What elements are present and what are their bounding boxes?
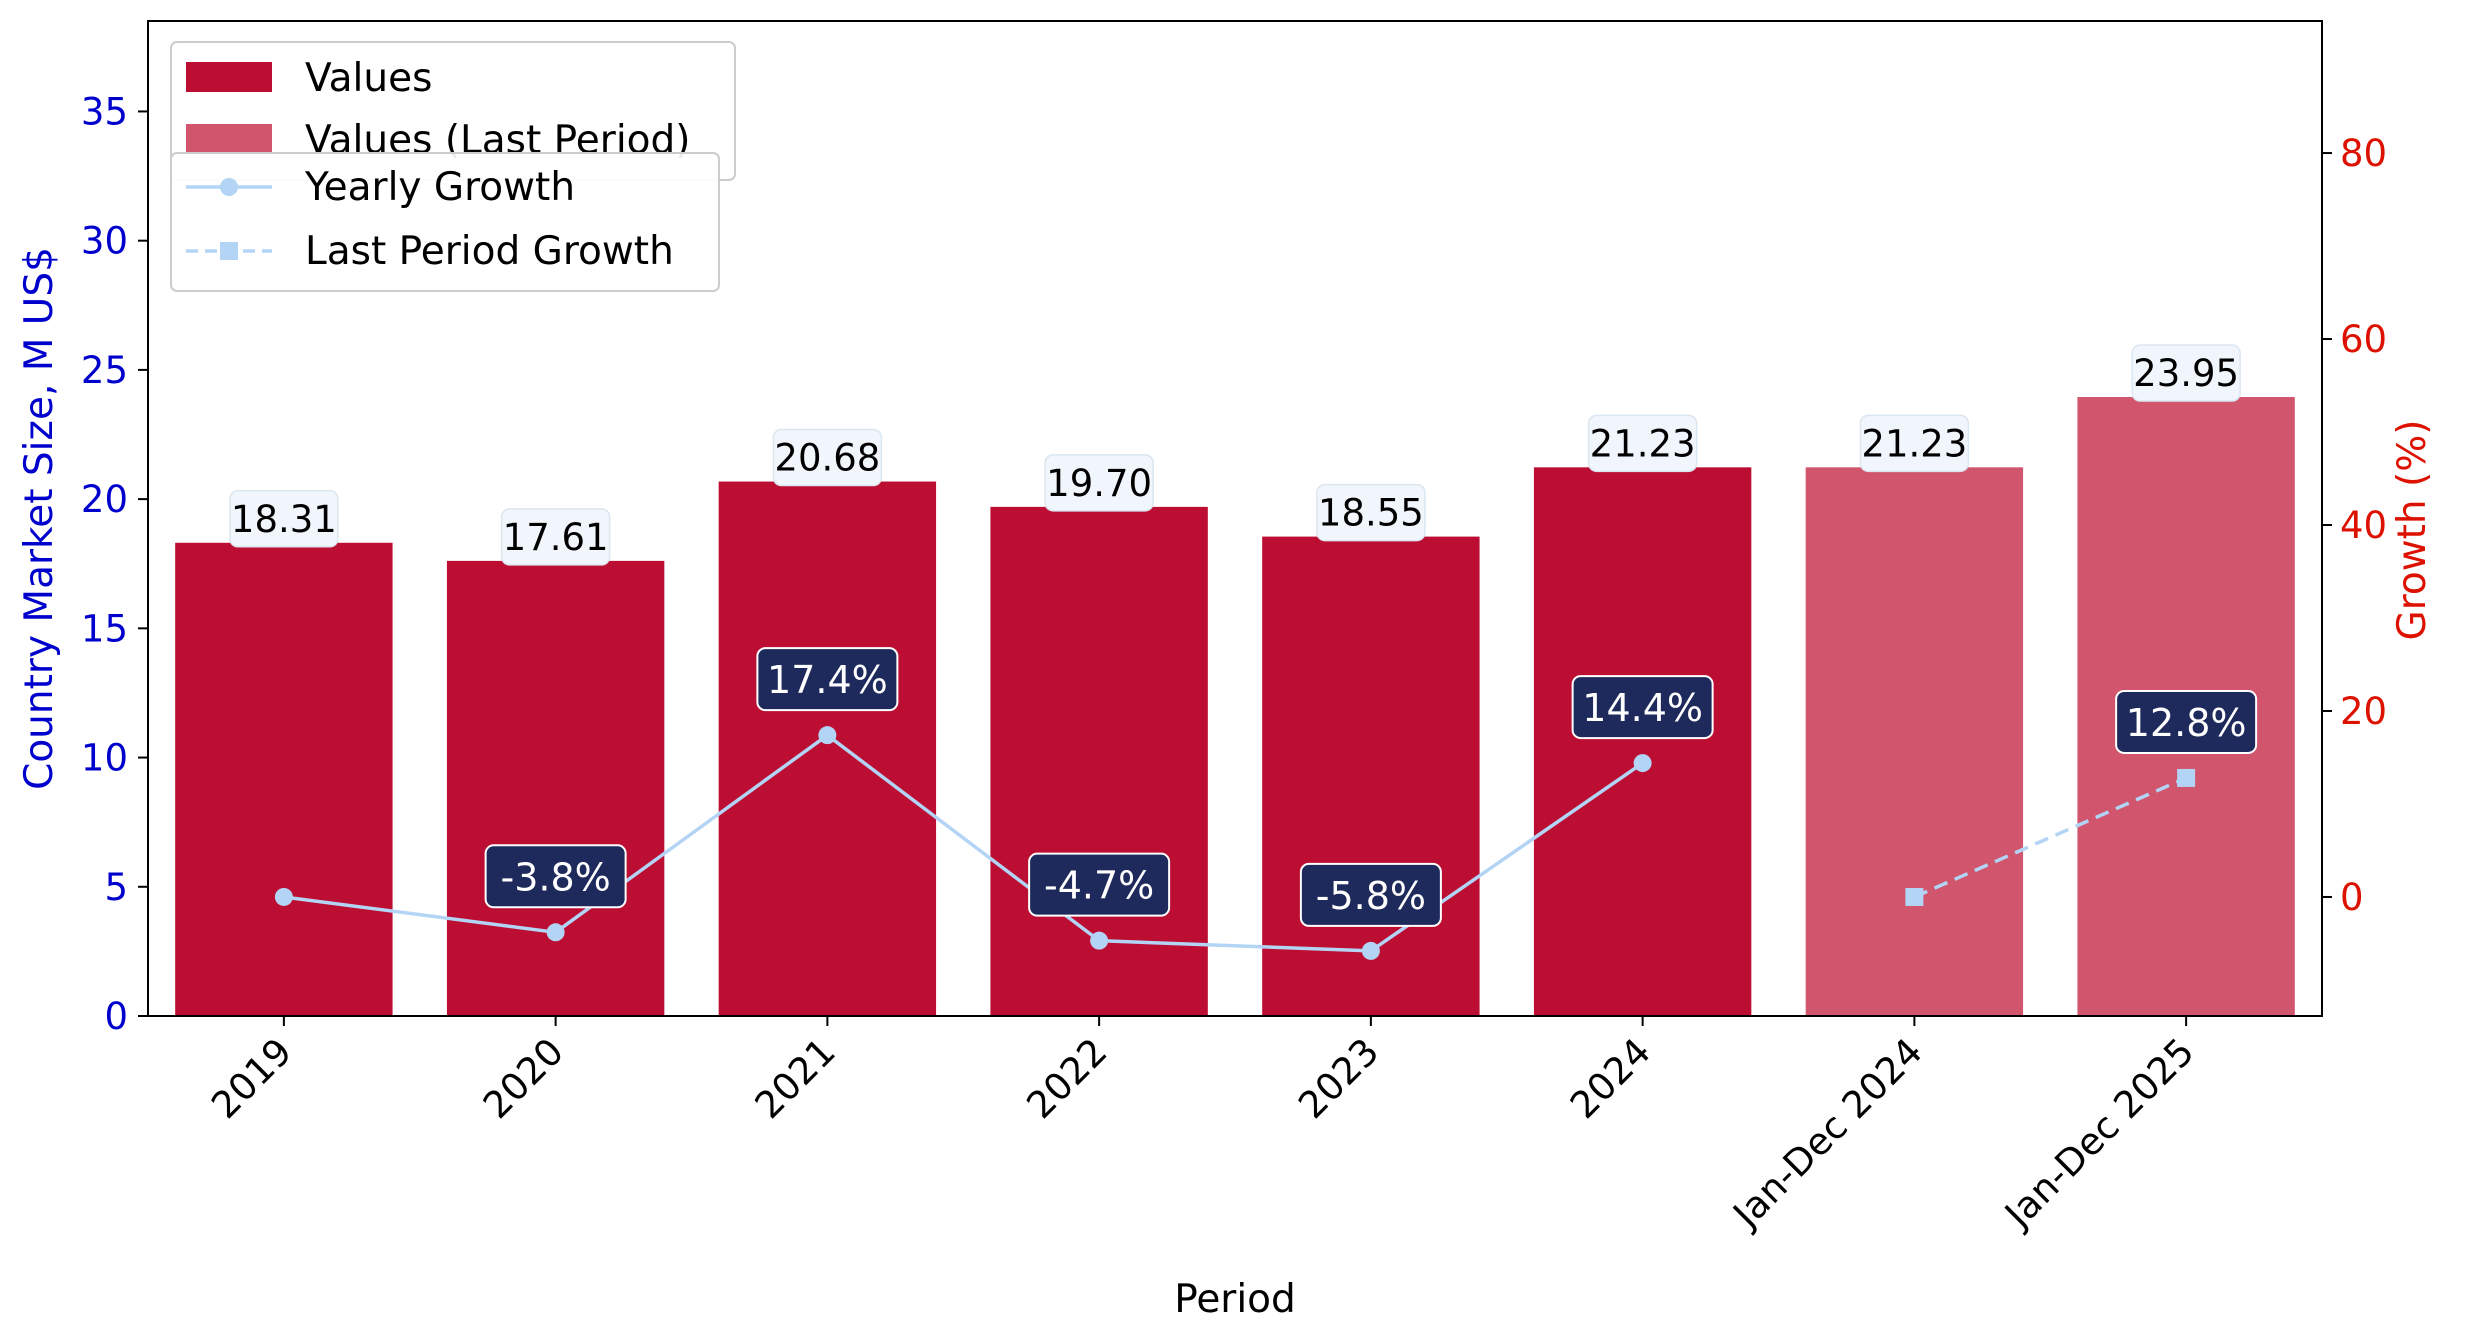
value-label-box xyxy=(1859,414,1970,473)
legend-lines-marker xyxy=(220,178,238,196)
growth-label-box xyxy=(756,647,899,712)
left-y-tick-label: 5 xyxy=(104,866,128,909)
legend-lines-label: Last Period Growth xyxy=(305,229,674,274)
yearly-growth-marker xyxy=(274,887,293,906)
growth-label-box xyxy=(1028,852,1171,917)
value-label: 18.55 xyxy=(1318,492,1424,535)
legend-bars-label: Values xyxy=(305,56,432,101)
right-y-tick-label: 80 xyxy=(2340,132,2387,175)
value-label-box xyxy=(229,490,339,548)
growth-label: -5.8% xyxy=(1316,874,1426,918)
growth-lines-layer xyxy=(274,726,2196,960)
bars-layer xyxy=(175,397,2295,1016)
bar-2020 xyxy=(446,560,665,1016)
legend-lines-label: Yearly Growth xyxy=(304,165,575,210)
last-period-growth-line xyxy=(1913,776,2187,899)
left-y-tick-label: 20 xyxy=(81,478,128,521)
yearly-growth-marker xyxy=(1090,931,1109,950)
value-label-box xyxy=(1044,454,1154,512)
value-label: 21.23 xyxy=(1861,422,1967,465)
left-y-tick-label: 35 xyxy=(81,90,128,133)
growth-label: 14.4% xyxy=(1582,686,1703,730)
right-y-tick-label: 60 xyxy=(2340,318,2387,361)
bar-2022 xyxy=(990,506,1208,1016)
value-label: 23.95 xyxy=(2133,352,2239,395)
legend-lines-frame xyxy=(170,152,720,292)
yearly-growth-marker xyxy=(818,726,837,745)
yearly-growth-marker xyxy=(546,923,565,942)
growth-label-box xyxy=(2115,689,2258,754)
value-label: 21.23 xyxy=(1590,422,1696,465)
value-label-box xyxy=(1316,483,1426,542)
value-label: 20.68 xyxy=(774,437,880,480)
value-label: 17.61 xyxy=(503,516,609,559)
value-label: 19.70 xyxy=(1046,462,1152,505)
bar-2019 xyxy=(175,542,393,1016)
growth-label-box xyxy=(484,844,627,909)
last-period-growth-marker xyxy=(1905,887,1924,906)
labels-layer: 18.31 17.61 20.68 19.70 18.55 21.23 21.23 23.95… xyxy=(229,344,2258,927)
left-y-tick-label: 15 xyxy=(81,607,128,650)
growth-label: -4.7% xyxy=(1044,864,1154,908)
right-y-tick-label: 40 xyxy=(2340,504,2387,547)
plot-frame xyxy=(147,20,2323,1017)
bar-2024 xyxy=(1533,467,1752,1016)
value-label: 18.31 xyxy=(231,498,337,541)
legend-bars-swatch xyxy=(186,62,272,92)
x-axis-title: Period xyxy=(1174,1277,1296,1322)
right-y-tick-label: 0 xyxy=(2340,876,2364,919)
yearly-growth-marker xyxy=(1361,941,1380,960)
bar-jan-dec-2024 xyxy=(1805,467,2024,1016)
right-y-tick-label: 20 xyxy=(2340,690,2387,733)
value-label-box xyxy=(772,428,883,487)
growth-label-box xyxy=(1571,675,1714,740)
bar-2023 xyxy=(1262,536,1480,1016)
left-y-tick-label: 30 xyxy=(81,220,128,263)
growth-label: 17.4% xyxy=(767,658,888,702)
value-label-box xyxy=(2131,344,2241,402)
bar-2021 xyxy=(718,481,937,1016)
left-y-tick-label: 10 xyxy=(81,737,128,780)
yearly-growth-marker xyxy=(1633,754,1652,773)
growth-label: -3.8% xyxy=(500,855,610,899)
legend-bars-swatch xyxy=(186,124,272,154)
right-y-axis-title: Growth (%) xyxy=(2390,419,2435,640)
value-label-box xyxy=(500,508,611,566)
legend-lines-marker xyxy=(220,242,238,260)
left-y-tick-label: 25 xyxy=(81,349,128,392)
left-y-tick-label: 0 xyxy=(104,995,128,1038)
growth-label-box xyxy=(1299,862,1442,927)
value-label-box xyxy=(1587,414,1698,473)
left-y-axis-title: Country Market Size, M US$ xyxy=(17,247,62,790)
last-period-growth-marker xyxy=(2177,768,2196,787)
growth-label: 12.8% xyxy=(2126,701,2247,745)
